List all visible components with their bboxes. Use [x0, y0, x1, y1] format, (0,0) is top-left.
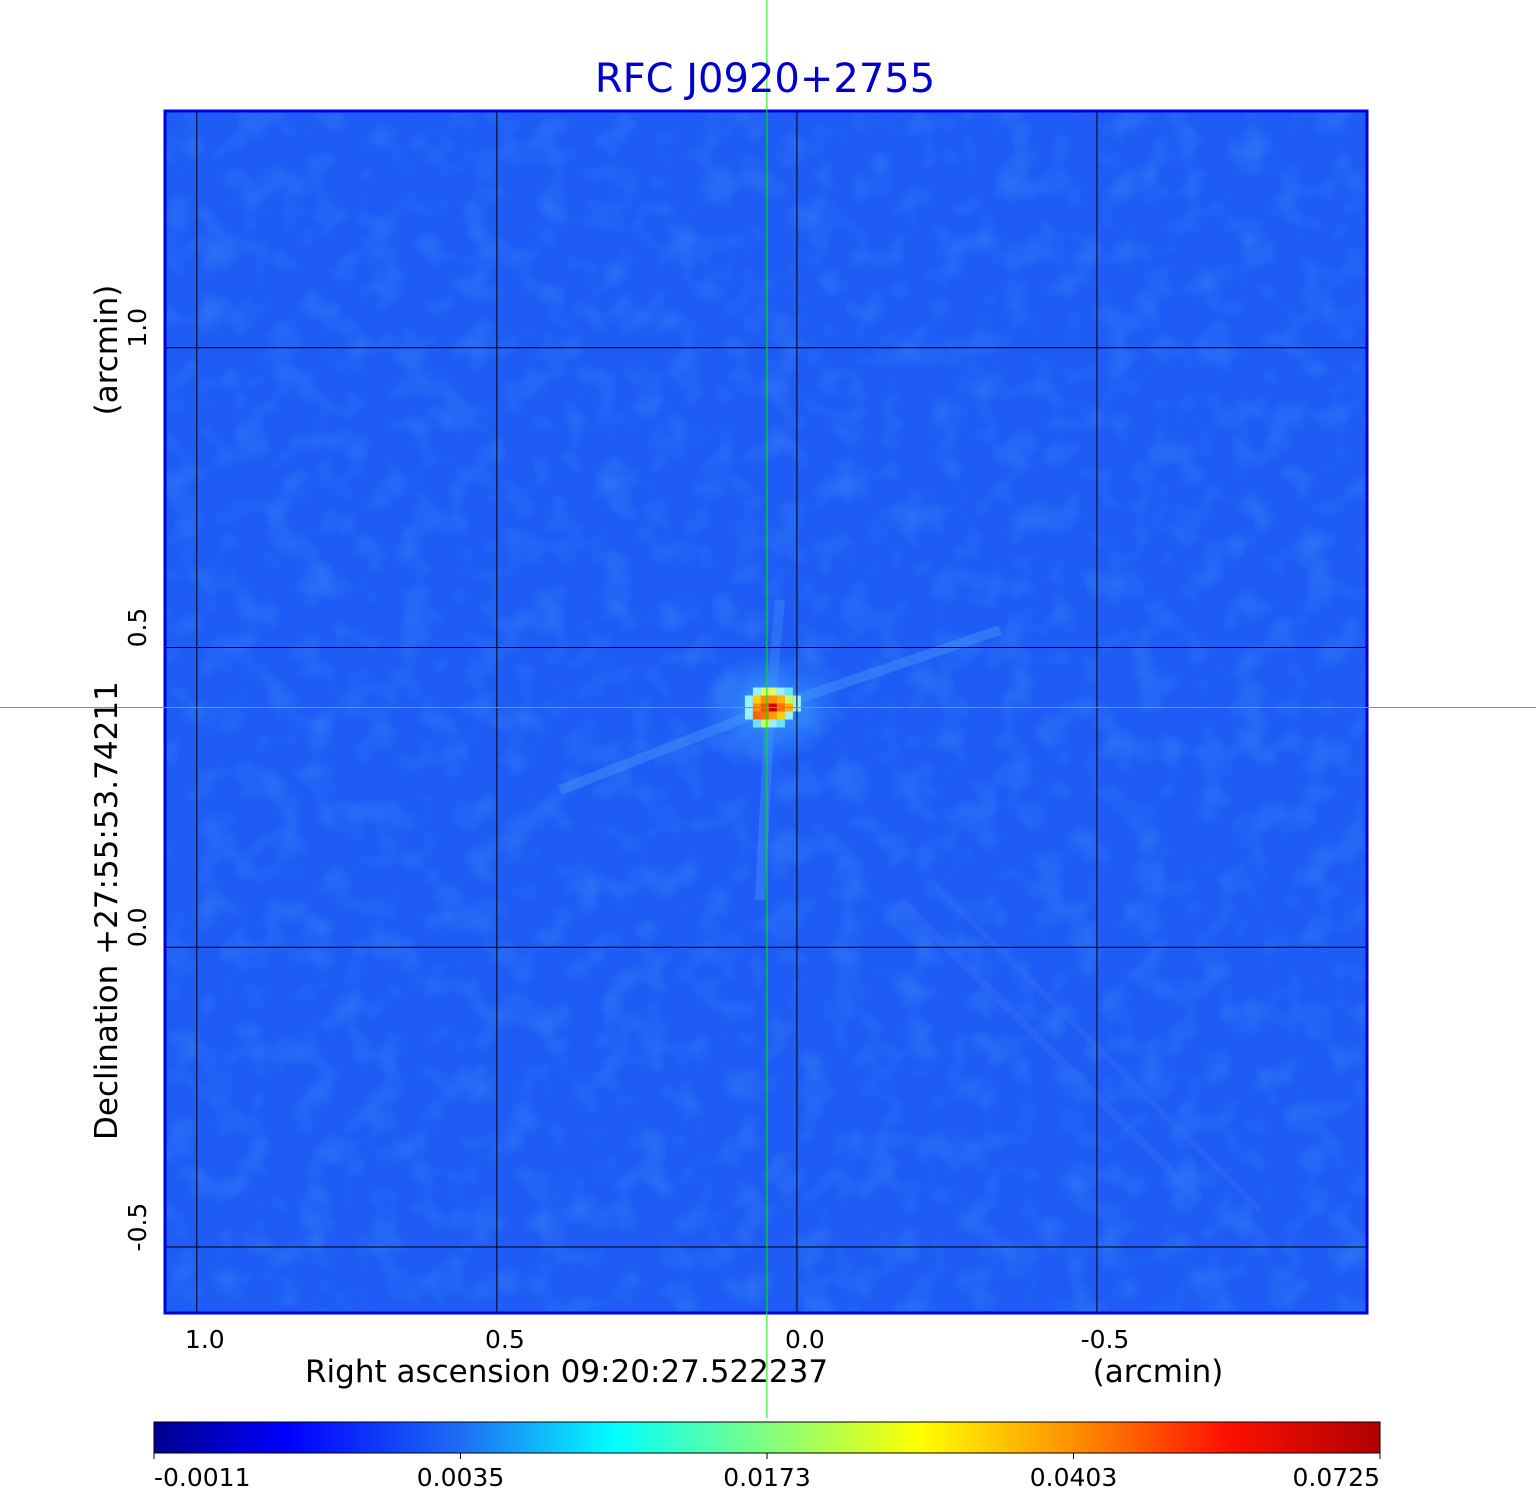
source-pixel: [776, 711, 785, 720]
x-tick-label: 0.0: [785, 1325, 825, 1354]
image-plot: [163, 109, 1369, 1315]
source-pixel: [752, 687, 761, 696]
source-pixel: [752, 711, 761, 720]
image-frame: [163, 109, 1369, 1315]
y-tick-label: 1.0: [123, 308, 152, 348]
source-pixel: [760, 719, 769, 728]
x-tick-label: 1.0: [185, 1325, 225, 1354]
source-pixel: [776, 695, 785, 704]
y-tick-label: 0.5: [123, 608, 152, 648]
x-axis-unit: (arcmin): [1093, 1354, 1224, 1390]
x-axis-label: Right ascension 09:20:27.522237: [305, 1354, 828, 1390]
crosshair: [0, 0, 1536, 1418]
colorbar-tick-label: 0.0173: [723, 1463, 810, 1492]
source-pixel: [784, 711, 793, 720]
source-pixel: [776, 687, 785, 696]
source-pixel: [784, 695, 793, 704]
colorbar-tick-label: 0.0725: [1293, 1463, 1380, 1492]
source-pixel: [752, 695, 761, 704]
x-tick-labels: 1.0 0.5 0.0 -0.5: [185, 1325, 1129, 1354]
x-tick-label: 0.5: [485, 1325, 525, 1354]
y-axis-unit: (arcmin): [89, 285, 125, 416]
source-pixel: [784, 687, 793, 696]
source-pixel: [768, 695, 777, 704]
y-tick-label: -0.5: [123, 1203, 152, 1252]
source-pixel: [760, 711, 769, 720]
colorbar-tick-label: 0.0403: [1030, 1463, 1117, 1492]
colorbar-tick-label: -0.0011: [154, 1463, 251, 1492]
grid-lines: [165, 111, 1367, 1313]
source-pixel: [760, 695, 769, 704]
colorbar-tick-labels: -0.0011 0.0035 0.0173 0.0403 0.0725: [153, 1453, 1381, 1492]
chart-title: RFC J0920+2755: [595, 56, 935, 102]
x-tick-label: -0.5: [1081, 1325, 1130, 1354]
y-axis-label: Declination +27:55:53.74211: [89, 681, 125, 1140]
source-pixel: [760, 687, 769, 696]
colorbar-tick-label: 0.0035: [417, 1463, 504, 1492]
source-pixel: [768, 711, 777, 720]
source-pixel: [744, 711, 753, 720]
source-pixel: [768, 719, 777, 728]
source-pixel: [768, 687, 777, 696]
y-tick-labels: 1.0 0.5 0.0 -0.5: [123, 308, 152, 1252]
source-pixel: [752, 719, 761, 728]
source-pixel: [776, 719, 785, 728]
source-pixel: [744, 695, 753, 704]
y-tick-label: 0.0: [123, 907, 152, 947]
colorbar: [153, 1421, 1381, 1454]
